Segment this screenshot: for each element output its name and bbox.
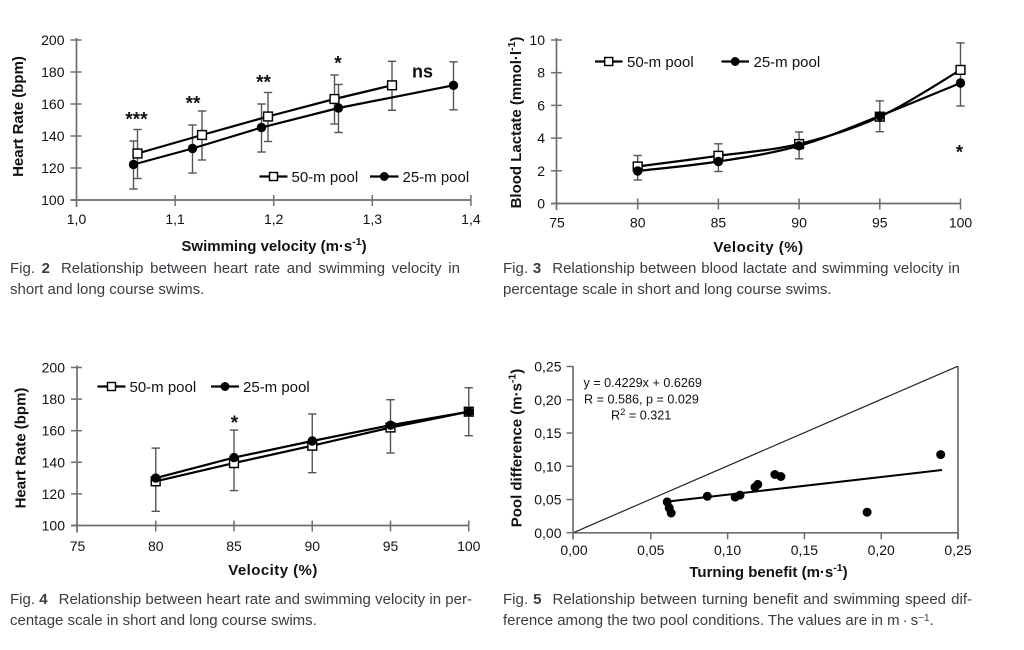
svg-text:1,2: 1,2	[264, 211, 284, 227]
svg-text:100: 100	[457, 538, 481, 554]
svg-text:80: 80	[148, 538, 164, 554]
svg-text:100: 100	[42, 518, 66, 534]
svg-text:0,25: 0,25	[534, 359, 561, 375]
svg-text:4: 4	[537, 130, 545, 146]
svg-text:*: *	[334, 53, 342, 74]
svg-text:100: 100	[949, 215, 973, 231]
svg-text:90: 90	[304, 538, 320, 554]
svg-text:160: 160	[42, 423, 66, 439]
svg-text:1,1: 1,1	[165, 211, 185, 227]
svg-text:95: 95	[872, 215, 888, 231]
svg-text:0,05: 0,05	[637, 542, 664, 558]
svg-text:Velocity (%): Velocity (%)	[713, 239, 803, 256]
svg-text:0,20: 0,20	[534, 392, 561, 408]
svg-text:50-m pool: 50-m pool	[130, 379, 197, 396]
svg-text:80: 80	[630, 215, 646, 231]
svg-text:180: 180	[42, 391, 66, 407]
svg-text:0,00: 0,00	[560, 542, 587, 558]
svg-text:25-m pool: 25-m pool	[403, 169, 470, 186]
svg-text:Pool difference (m·s-1): Pool difference (m·s-1)	[507, 369, 526, 528]
svg-text:50-m pool: 50-m pool	[627, 54, 694, 71]
svg-text:10: 10	[529, 32, 545, 48]
svg-text:ns: ns	[412, 62, 433, 82]
svg-text:Heart Rate (bpm): Heart Rate (bpm)	[12, 388, 29, 509]
svg-text:**: **	[256, 72, 271, 93]
svg-text:Heart Rate (bpm): Heart Rate (bpm)	[10, 56, 27, 177]
svg-text:140: 140	[41, 128, 65, 144]
svg-text:75: 75	[70, 538, 86, 554]
svg-text:160: 160	[41, 96, 65, 112]
svg-text:0,20: 0,20	[868, 542, 895, 558]
svg-text:Blood Lactate (mmol·l-1): Blood Lactate (mmol·l-1)	[506, 37, 525, 209]
svg-text:0,10: 0,10	[714, 542, 741, 558]
svg-text:200: 200	[42, 360, 66, 376]
svg-text:Velocity (%): Velocity (%)	[228, 562, 318, 579]
svg-text:Turning benefit (m·s-1): Turning benefit (m·s-1)	[689, 562, 847, 581]
svg-text:8: 8	[537, 65, 545, 81]
svg-text:120: 120	[41, 160, 65, 176]
svg-text:85: 85	[711, 215, 727, 231]
svg-text:Swimming velocity (m·s-1): Swimming velocity (m·s-1)	[181, 236, 366, 255]
svg-text:85: 85	[226, 538, 242, 554]
svg-text:140: 140	[42, 454, 66, 470]
svg-text:0,15: 0,15	[534, 425, 561, 441]
svg-text:R2 = 0.321: R2 = 0.321	[611, 407, 671, 423]
svg-text:6: 6	[537, 97, 545, 113]
svg-text:2: 2	[537, 163, 545, 179]
svg-text:0: 0	[537, 196, 545, 212]
svg-text:**: **	[186, 93, 201, 114]
svg-text:180: 180	[41, 64, 65, 80]
svg-text:y = 0.4229x + 0.6269: y = 0.4229x + 0.6269	[584, 376, 702, 390]
svg-text:1,4: 1,4	[461, 211, 481, 227]
svg-text:1,0: 1,0	[67, 211, 87, 227]
svg-text:75: 75	[549, 215, 565, 231]
svg-text:25-m pool: 25-m pool	[243, 379, 310, 396]
svg-text:95: 95	[383, 538, 399, 554]
svg-text:*: *	[231, 413, 239, 434]
svg-text:25-m pool: 25-m pool	[754, 54, 821, 71]
svg-text:0,15: 0,15	[791, 542, 818, 558]
svg-text:R = 0.586, p = 0.029: R = 0.586, p = 0.029	[584, 392, 699, 406]
svg-text:120: 120	[42, 486, 66, 502]
svg-text:0,00: 0,00	[534, 525, 561, 541]
svg-text:1,3: 1,3	[363, 211, 383, 227]
svg-text:90: 90	[791, 215, 807, 231]
svg-text:0,10: 0,10	[534, 458, 561, 474]
svg-text:0,25: 0,25	[944, 542, 971, 558]
svg-text:***: ***	[125, 109, 148, 130]
svg-text:*: *	[956, 142, 964, 163]
svg-text:0,05: 0,05	[534, 492, 561, 508]
svg-text:200: 200	[41, 32, 65, 48]
svg-text:100: 100	[41, 192, 65, 208]
svg-text:50-m pool: 50-m pool	[292, 169, 359, 186]
